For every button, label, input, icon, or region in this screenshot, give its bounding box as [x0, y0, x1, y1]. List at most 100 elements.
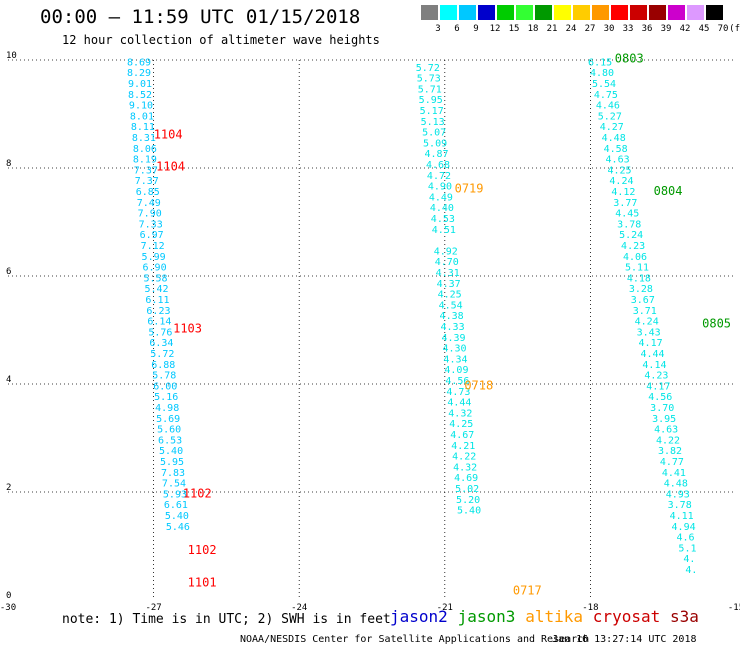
data-point-label: 4.56 [648, 392, 672, 403]
data-point-label: 5.73 [417, 74, 441, 85]
data-point-label: 4.68 [426, 160, 450, 171]
data-point-label: 6.15 [588, 57, 612, 68]
legend-item-s3a: s3a [670, 607, 699, 626]
data-point-label: 4.53 [431, 214, 455, 225]
color-scale-label: 6 [454, 24, 460, 34]
data-point-label: 5.72 [150, 349, 174, 360]
data-point-label: 8.31 [132, 133, 156, 144]
credit-text: NOAA/NESDIS Center for Satellite Applica… [240, 634, 590, 645]
data-point-label: 4.98 [155, 403, 179, 414]
color-scale-label: 9 [473, 24, 479, 34]
data-point-label: 5.24 [619, 230, 643, 241]
legend-item-altika: altika [525, 607, 583, 626]
data-point-label: 5.11 [625, 263, 649, 274]
color-scale-swatch [611, 5, 628, 20]
pass-time-annotation: 0719 [455, 181, 484, 195]
data-point-label: 4.41 [662, 468, 686, 479]
data-point-label: 4.32 [448, 408, 472, 419]
data-point-label: 6.00 [153, 381, 177, 392]
data-point-label: 4.22 [656, 435, 680, 446]
data-point-label: 4.38 [440, 311, 464, 322]
data-point-label: 6.23 [146, 306, 170, 317]
data-point-label: 3.77 [613, 198, 637, 209]
pass-time-annotation: 0804 [654, 184, 683, 198]
color-scale-label: 39 [660, 24, 672, 34]
pass-time-annotation: 0717 [513, 584, 542, 598]
data-point-label: 5.40 [457, 506, 481, 517]
y-tick-label: 2 [6, 483, 11, 493]
data-point-label: 5.78 [152, 371, 176, 382]
data-point-label: 4. [685, 565, 697, 576]
data-point-label: 4.77 [660, 457, 684, 468]
data-point-label: 5.54 [592, 79, 616, 90]
data-point-label: 4.45 [615, 209, 639, 220]
data-point-label: 6.97 [140, 230, 164, 241]
data-point-label: 4.14 [642, 360, 666, 371]
color-scale-label: 21 [546, 24, 558, 34]
x-tick-label: -30 [0, 603, 16, 610]
data-point-label: 4.75 [594, 90, 618, 101]
data-point-label: 6.61 [164, 500, 188, 511]
data-point-label: 5.58 [143, 273, 167, 284]
data-point-label: 4.44 [640, 349, 664, 360]
data-point-label: 4.48 [602, 133, 626, 144]
color-scale-swatch [440, 5, 457, 20]
data-point-label: 4.73 [446, 387, 470, 398]
legend-item-cryosat: cryosat [592, 607, 661, 626]
color-scale-swatch [535, 5, 552, 20]
data-point-label: 3.43 [637, 327, 661, 338]
data-point-label: 6.90 [143, 263, 167, 274]
x-tick-label: -27 [145, 603, 161, 610]
color-scale-unit: (ft) [729, 24, 740, 34]
plot-area: -30 -27 -24 -21 -18 -15 0 2 4 6 8 10 8.698.299.018.5… [0, 51, 740, 610]
data-point-label: 6.34 [149, 338, 173, 349]
color-scale-label: 3 [435, 24, 441, 34]
data-point-label: 4.23 [644, 371, 668, 382]
y-tick-label: 10 [6, 51, 17, 61]
y-tick-label: 6 [6, 267, 11, 277]
data-point-label: 5.95 [160, 457, 184, 468]
data-point-label: 4.69 [454, 473, 478, 484]
data-point-label: 5.46 [166, 522, 190, 533]
y-tick-label: 8 [6, 159, 11, 169]
data-point-label: 4.24 [609, 176, 633, 187]
color-scale-label: 27 [584, 24, 596, 34]
data-point-label: 5.93 [163, 489, 187, 500]
data-point-label: 4. [683, 554, 695, 565]
data-point-label: 4.63 [606, 155, 630, 166]
data-point-label: 7.49 [137, 198, 161, 209]
x-tick-label: -18 [582, 603, 598, 610]
x-tick-label: -21 [437, 603, 453, 610]
data-point-label: 4.56 [445, 376, 469, 387]
data-point-label: 5.72 [416, 63, 440, 74]
data-point-label: 6.85 [136, 187, 160, 198]
data-point-label: 5.17 [420, 106, 444, 117]
color-scale-label: 24 [565, 24, 577, 34]
data-point-label: 8.29 [127, 68, 151, 79]
color-scale-label: 30 [603, 24, 615, 34]
data-point-label: 4.63 [654, 425, 678, 436]
color-scale-swatch [687, 5, 704, 20]
pass-time-annotation: 1103 [173, 322, 202, 336]
data-point-label: 8.19 [133, 155, 157, 166]
data-point-label: 8.52 [128, 90, 152, 101]
data-point-label: 3.95 [652, 414, 676, 425]
data-point-label: 4.46 [596, 101, 620, 112]
color-scale-swatch [630, 5, 647, 20]
data-point-label: 4.21 [451, 441, 475, 452]
data-point-label: 4.31 [436, 268, 460, 279]
data-point-label: 5.13 [421, 117, 445, 128]
data-point-label: 7.12 [141, 241, 165, 252]
data-point-label: 6.14 [147, 317, 171, 328]
data-point-label: 4.11 [670, 511, 694, 522]
color-scale-label: 36 [641, 24, 653, 34]
data-point-label: 5.27 [598, 111, 622, 122]
data-point-label: 3.71 [633, 306, 657, 317]
color-scale-swatch [649, 5, 666, 20]
pass-time-annotation: 1102 [183, 486, 212, 500]
pass-time-annotation: 1104 [154, 127, 183, 141]
data-point-label: 5.20 [456, 495, 480, 506]
legend-item-jason3: jason3 [457, 607, 516, 626]
pass-time-annotation: 0805 [702, 316, 731, 330]
data-point-label: 5.99 [142, 252, 166, 263]
